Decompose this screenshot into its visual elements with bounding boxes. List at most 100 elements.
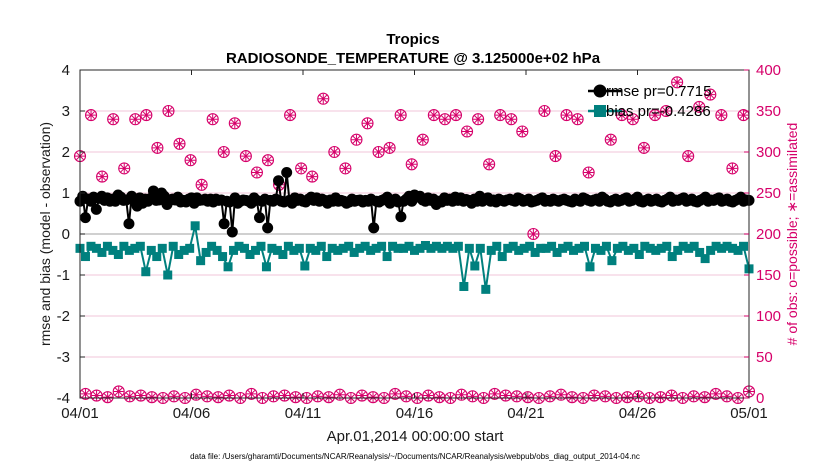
obs-assimilated-point (462, 126, 473, 137)
obs-assimilated-point (229, 118, 240, 129)
obs-possible-point (394, 109, 407, 122)
obs-assimilated-point (583, 167, 594, 178)
obs-assimilated-point (484, 159, 495, 170)
bias-point (146, 245, 156, 255)
rmse-point (90, 203, 102, 215)
obs-assimilated-point (168, 391, 179, 402)
obs-possible-point (483, 158, 496, 171)
obs-assimilated-point (738, 110, 749, 121)
obs-possible-point (438, 113, 451, 126)
obs-possible-point (112, 385, 125, 398)
obs-assimilated-point (191, 389, 202, 400)
obs-assimilated-point (285, 110, 296, 121)
bias-point (623, 245, 633, 255)
right-tick-label: 50 (756, 349, 773, 366)
obs-assimilated-point (401, 391, 412, 402)
obs-possible-point (660, 104, 673, 118)
obs-possible-point (306, 170, 319, 183)
rmse-point (253, 212, 265, 224)
obs-assimilated-point (434, 392, 445, 403)
obs-assimilated-point (473, 114, 484, 125)
bias-point (607, 256, 617, 266)
bias-point (448, 243, 458, 253)
bias-point (344, 241, 354, 251)
bias-point (179, 245, 189, 255)
bias-point (618, 241, 628, 251)
bias-point (492, 241, 502, 251)
obs-assimilated-point (605, 134, 616, 145)
bias-point (700, 254, 710, 264)
obs-possible-point (328, 145, 341, 159)
bias-point (497, 252, 507, 262)
bias-point (552, 247, 562, 257)
rmse-point (226, 226, 238, 238)
obs-assimilated-point (124, 391, 135, 402)
obs-assimilated-point (666, 390, 677, 401)
bias-point (596, 245, 606, 255)
obs-possible-point (671, 76, 684, 89)
bias-point (333, 245, 343, 255)
obs-possible-point (107, 113, 120, 126)
obs-assimilated-point (213, 392, 224, 403)
obs-assimilated-point (544, 391, 555, 402)
obs-assimilated-point (80, 388, 91, 399)
right-tick-label: 200 (756, 226, 781, 243)
obs-possible-point (693, 100, 706, 113)
bias-point (163, 270, 173, 280)
obs-assimilated-point (688, 391, 699, 402)
obs-assimilated-point (511, 391, 522, 402)
bias-point (240, 243, 250, 253)
bias-point (207, 241, 217, 251)
obs-assimilated-point (616, 110, 627, 121)
bias-point (102, 241, 112, 251)
bias-point (113, 250, 123, 259)
bias-point (629, 243, 639, 253)
bias-point (601, 241, 611, 251)
obs-possible-point (405, 158, 418, 171)
obs-possible-point (715, 109, 728, 122)
obs-assimilated-point (202, 391, 213, 402)
obs-possible-point (383, 141, 396, 154)
obs-possible-point (96, 170, 109, 183)
obs-possible-point (245, 387, 258, 400)
right-axis-label: # of obs: o=possible; ∗=assimilated (784, 123, 800, 346)
bias-point (481, 284, 491, 294)
obs-assimilated-point (423, 390, 434, 401)
obs-possible-point (560, 109, 573, 122)
bias-point (673, 245, 683, 255)
bias-point (130, 243, 140, 253)
bias-point (229, 245, 239, 255)
obs-assimilated-point (417, 134, 428, 145)
chart-subtitle: RADIOSONDE_TEMPERATURE @ 3.125000e+02 hP… (226, 50, 601, 67)
obs-possible-point (151, 141, 164, 154)
obs-possible-point (505, 113, 518, 126)
obs-possible-point (228, 117, 241, 130)
obs-assimilated-point (246, 388, 257, 399)
bias-point (245, 250, 255, 259)
bias-point (168, 241, 178, 251)
obs-assimilated-point (622, 392, 633, 403)
obs-assimilated-point (390, 388, 401, 399)
obs-assimilated-point (334, 389, 345, 400)
bias-point (585, 262, 595, 272)
bias-point (349, 247, 359, 257)
obs-assimilated-point (489, 388, 500, 399)
bias-point (141, 267, 151, 277)
obs-assimilated-point (141, 110, 152, 121)
obs-possible-point (682, 150, 695, 163)
obs-assimilated-point (406, 159, 417, 170)
obs-assimilated-point (428, 110, 439, 121)
bias-point (558, 243, 568, 253)
obs-possible-point (295, 162, 308, 175)
bias-point (272, 245, 282, 255)
bias-point (360, 241, 370, 251)
obs-assimilated-point (716, 110, 727, 121)
bias-point (733, 245, 743, 255)
obs-assimilated-point (727, 163, 738, 174)
obs-assimilated-point (561, 110, 572, 121)
rmse-point (262, 222, 274, 234)
bias-point (563, 241, 573, 251)
bias-point (547, 241, 557, 251)
bias-point (393, 243, 403, 253)
footnote: data file: /Users/gharamti/Documents/NCA… (190, 452, 640, 461)
